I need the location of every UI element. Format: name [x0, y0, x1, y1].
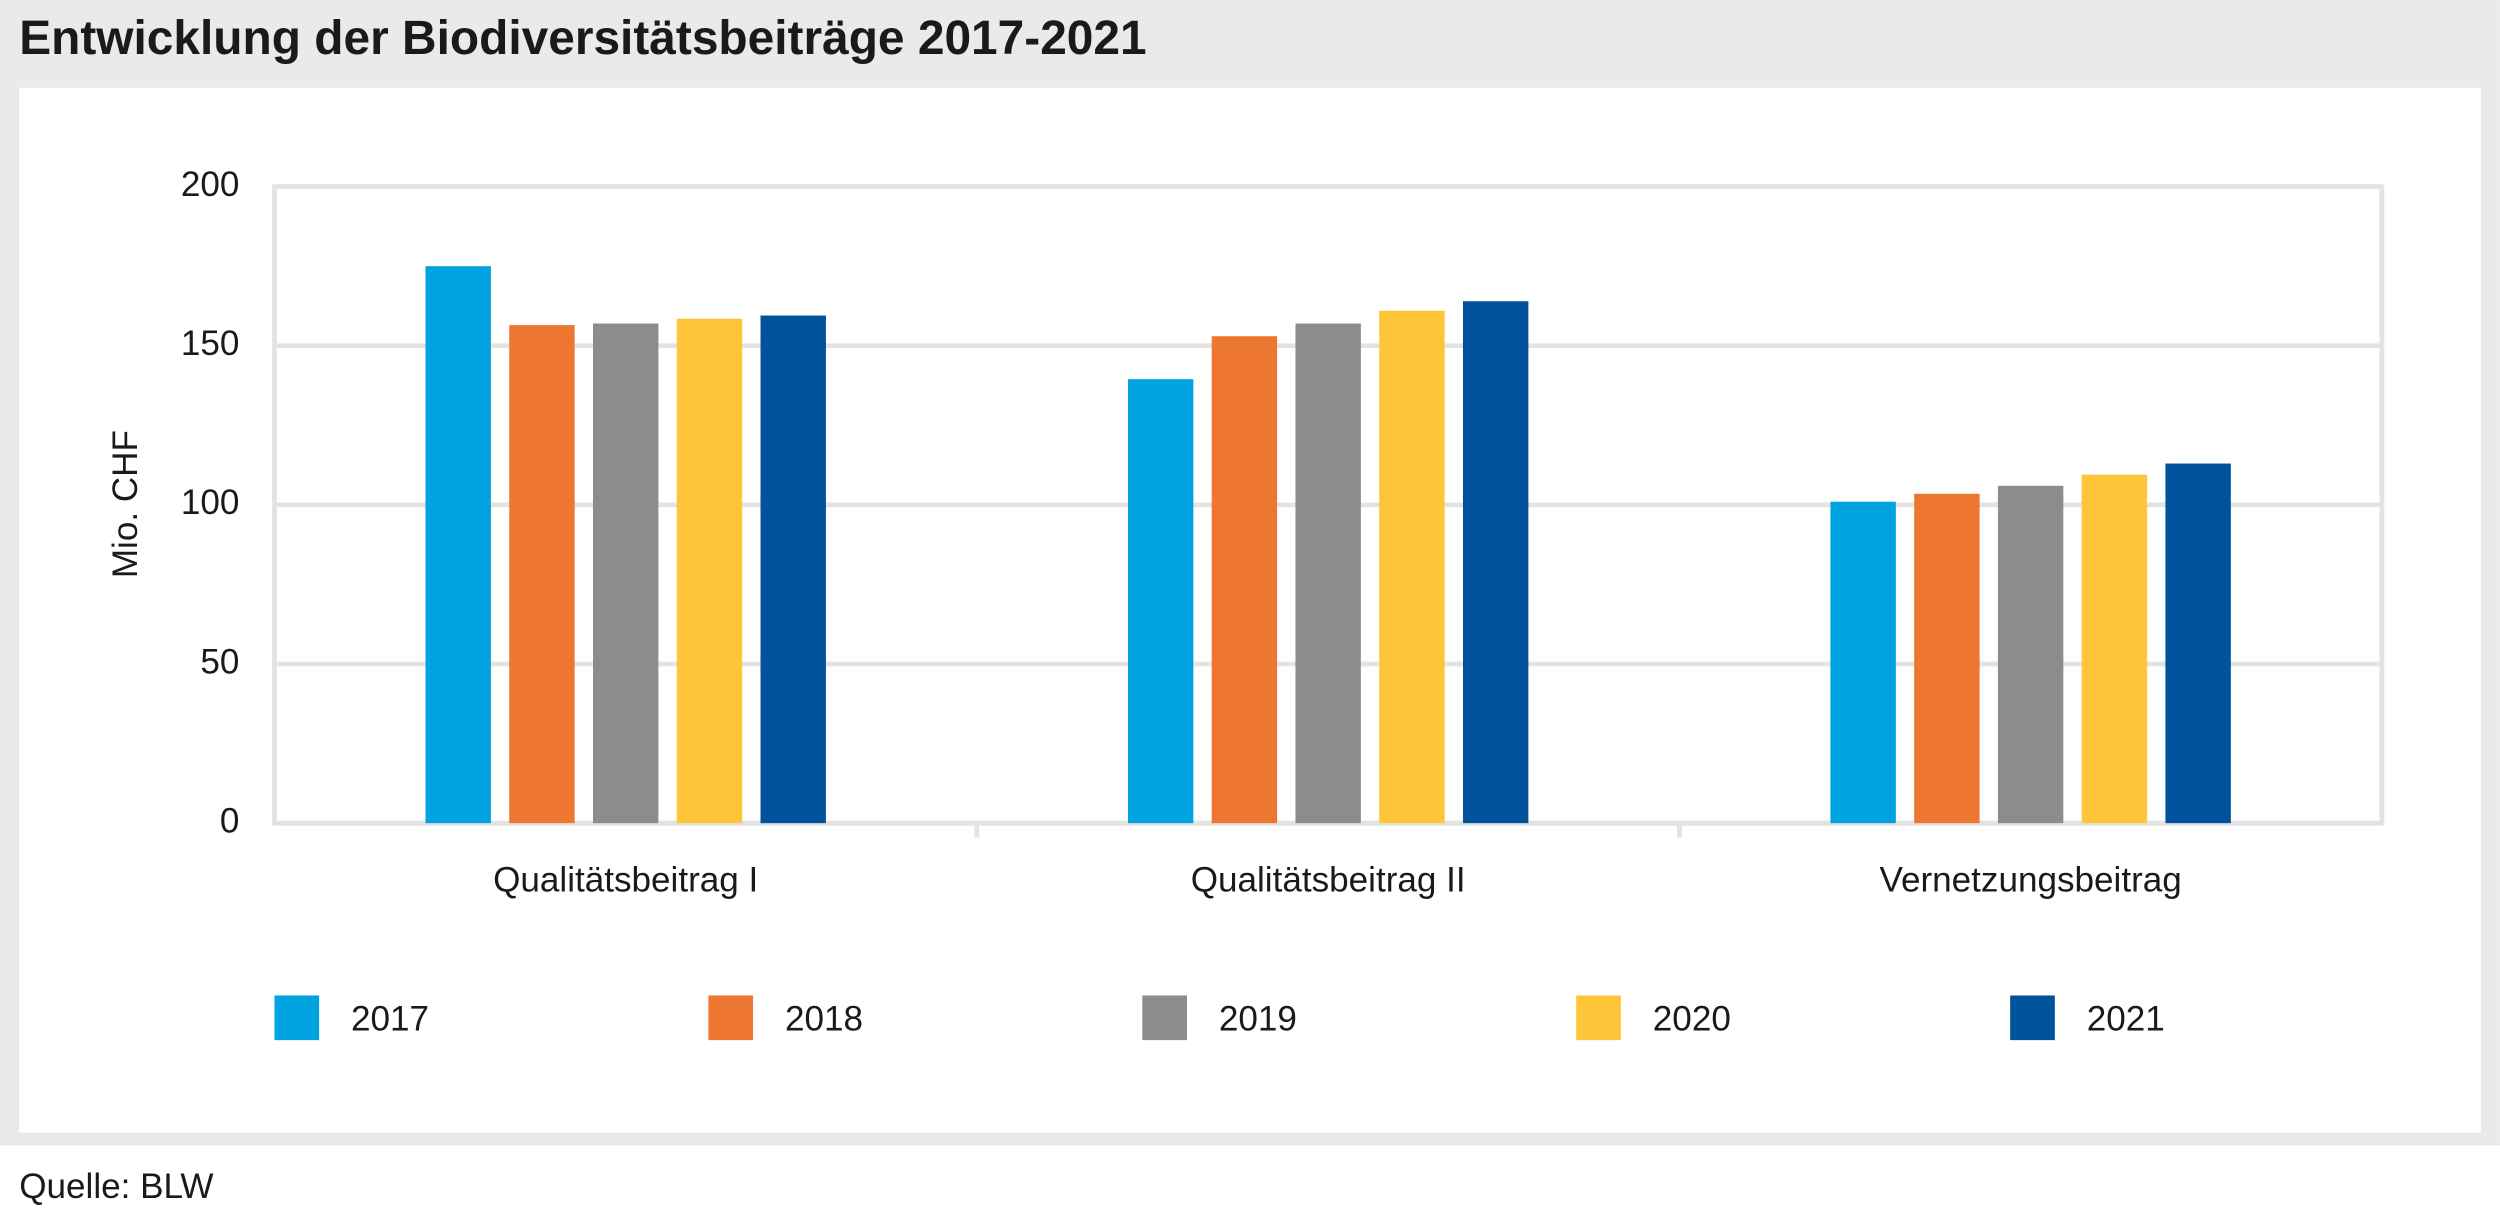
bar	[1462, 301, 1529, 824]
legend-swatch	[1142, 995, 1187, 1041]
legend-label: 2019	[1219, 999, 1297, 1038]
bar	[760, 315, 826, 824]
bar	[1211, 336, 1278, 824]
bar	[1295, 323, 1361, 824]
legend-swatch	[274, 995, 320, 1041]
bar	[2165, 463, 2231, 824]
y-tick-label: 150	[181, 324, 240, 363]
x-tick-label: Qualitätsbeitrag I	[493, 860, 758, 899]
bar	[593, 323, 659, 824]
chart-title: Entwicklung der Biodiversitätsbeiträge 2…	[19, 12, 1146, 65]
legend-label: 2021	[2087, 999, 2165, 1038]
legend-label: 2018	[785, 999, 863, 1038]
bar	[676, 318, 743, 824]
y-tick-label: 50	[200, 642, 239, 681]
bar	[425, 266, 491, 824]
bar	[1914, 493, 1980, 824]
legend-label: 2020	[1653, 999, 1731, 1038]
bar	[2081, 474, 2148, 824]
x-tick-label: Qualitätsbeitrag II	[1191, 860, 1466, 899]
legend-label: 2017	[351, 999, 429, 1038]
source: Quelle: BLW	[19, 1167, 213, 1206]
x-tick-label: Vernetzungsbeitrag	[1879, 860, 2181, 899]
bar	[1379, 310, 1445, 824]
bar	[1997, 485, 2064, 824]
y-tick-label: 100	[181, 483, 240, 522]
bar	[509, 325, 575, 824]
legend-swatch	[2010, 995, 2055, 1041]
y-tick-label: 200	[181, 165, 240, 204]
legend-swatch	[708, 995, 754, 1041]
bar	[1830, 501, 1896, 824]
y-tick-label: 0	[220, 801, 240, 840]
legend-swatch	[1576, 995, 1621, 1041]
bar	[1127, 379, 1194, 824]
y-axis-label: Mio. CHF	[106, 430, 145, 578]
